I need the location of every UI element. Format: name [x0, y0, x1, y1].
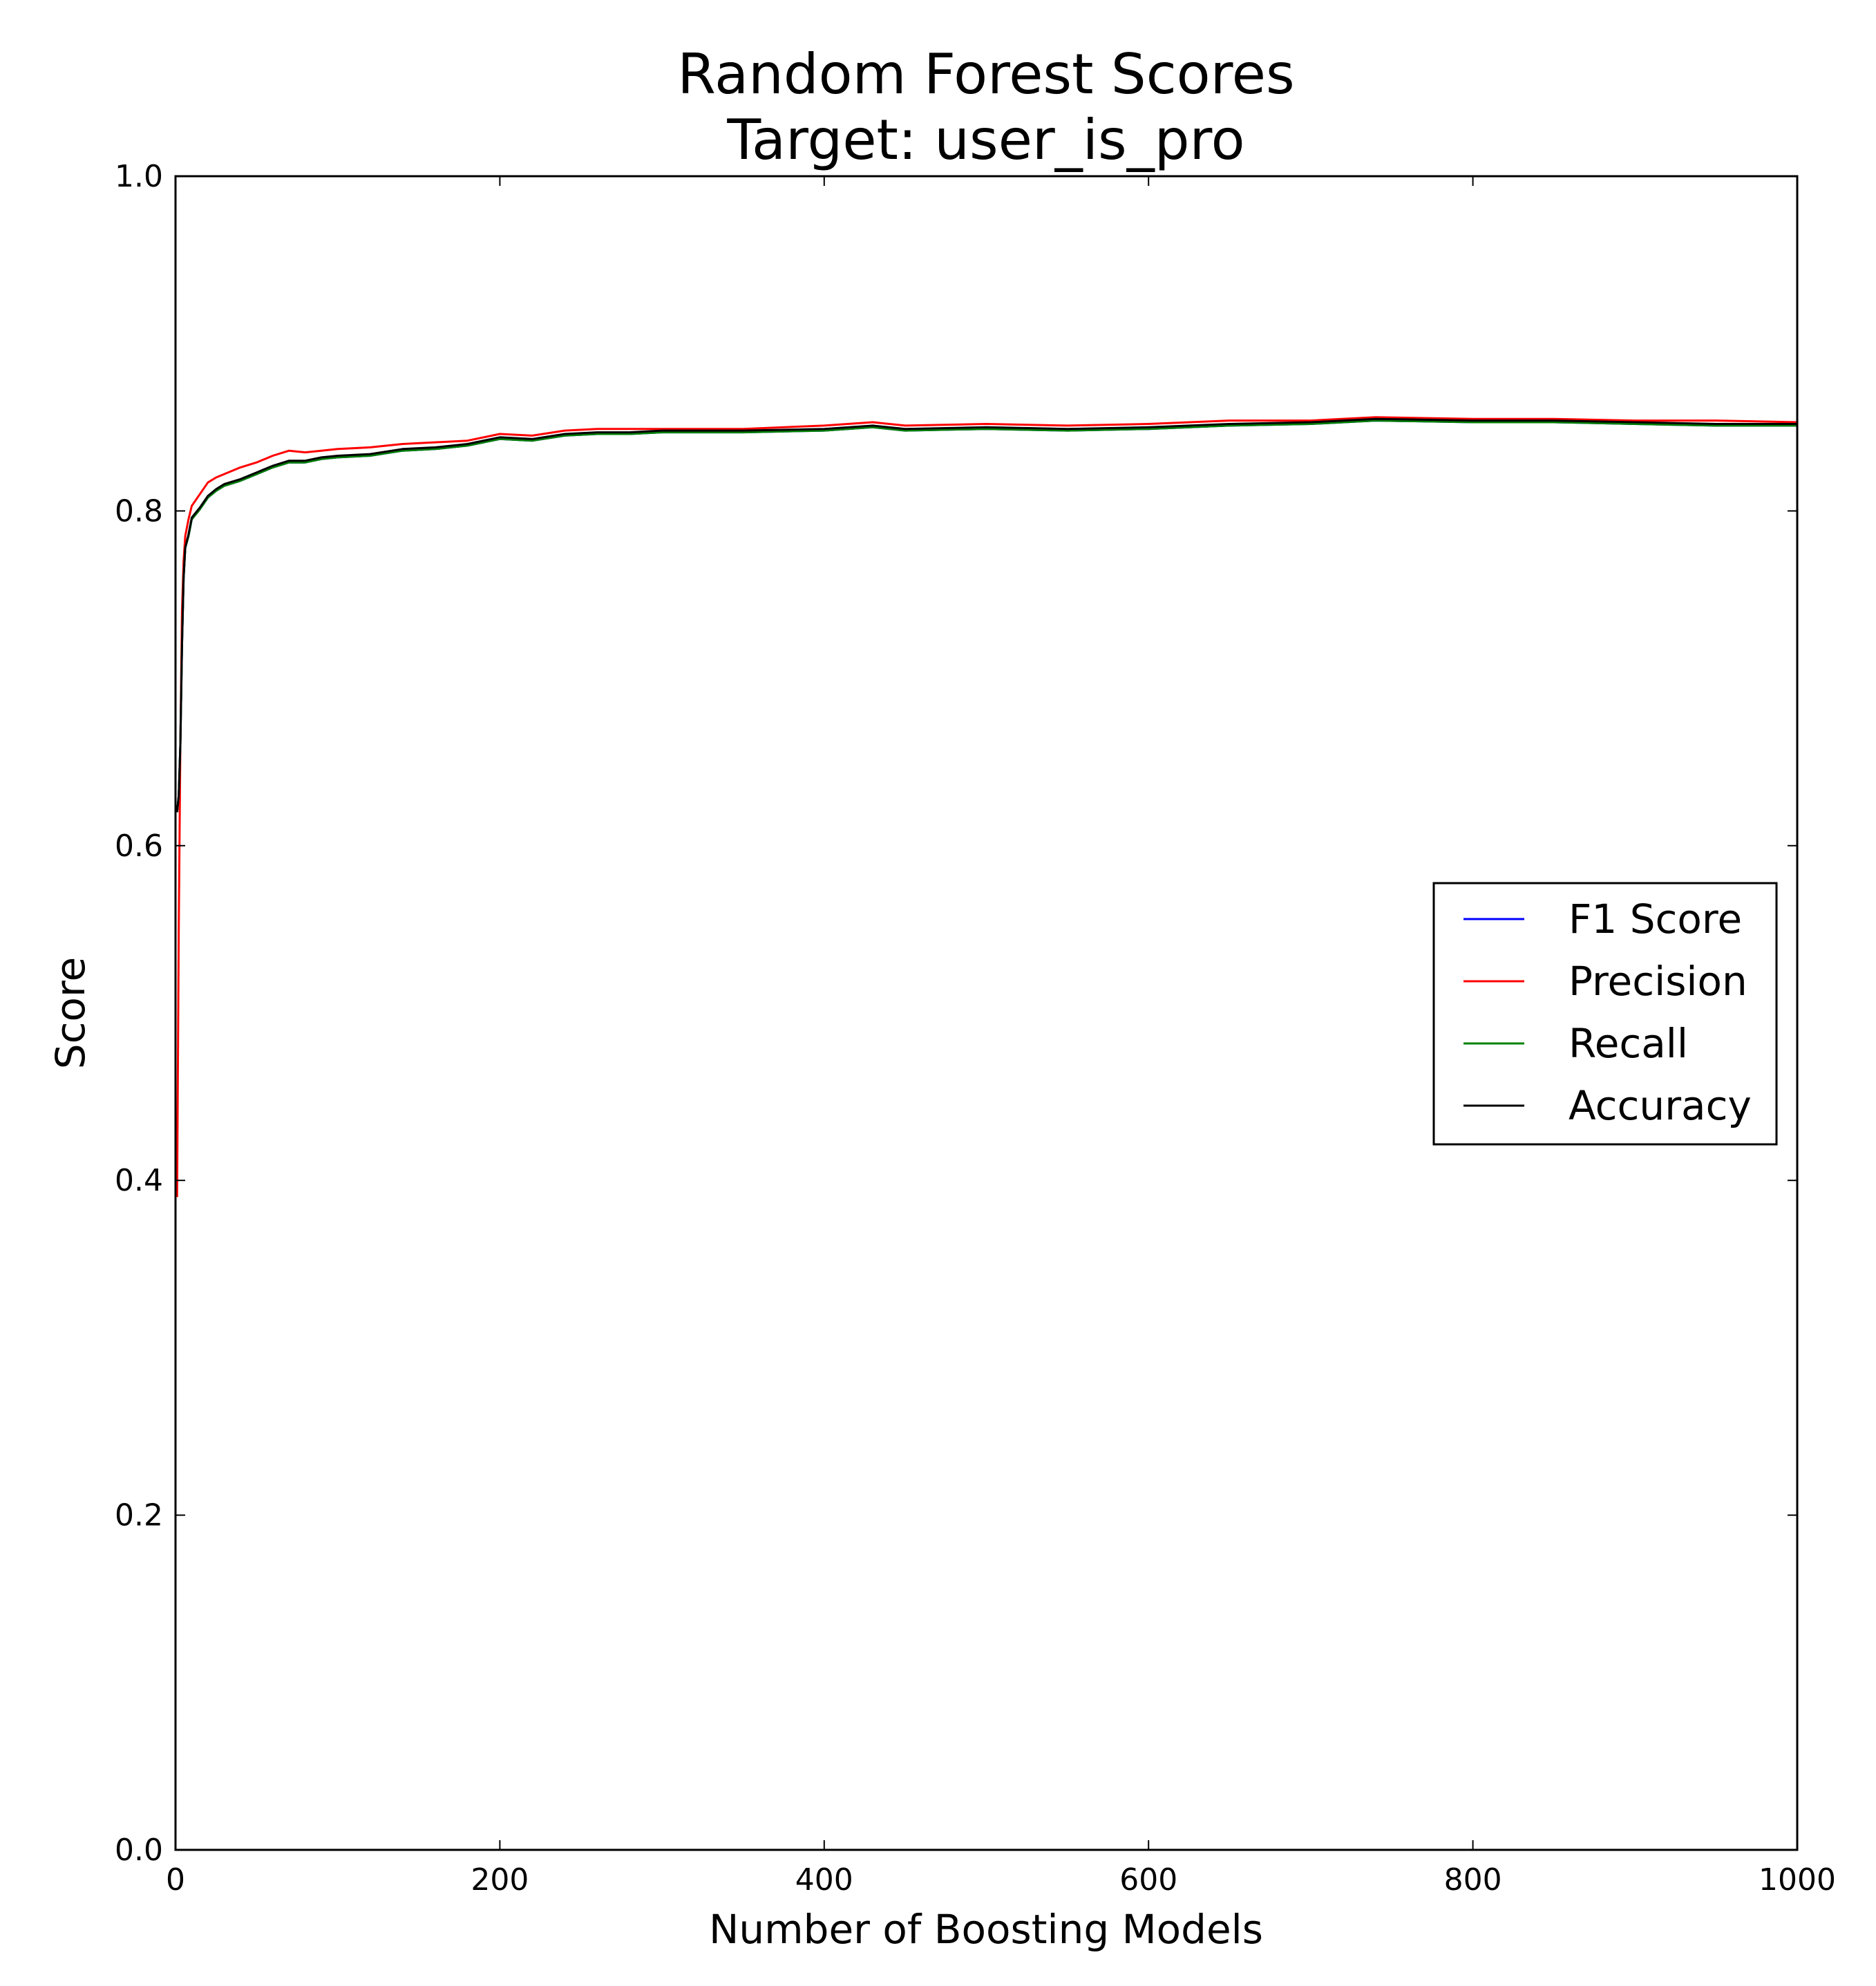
- legend-label-recall: Recall: [1569, 1020, 1688, 1067]
- plot-series-layer: [176, 416, 1798, 1198]
- series-line-precision: [176, 416, 1798, 1198]
- legend-label-accuracy: Accuracy: [1569, 1082, 1752, 1129]
- x-tick-label: 400: [795, 1862, 853, 1898]
- legend: F1 Score Precision Recall Accuracy: [1432, 882, 1778, 1146]
- y-tick-label: 0.2: [115, 1498, 163, 1533]
- legend-label-f1-score: F1 Score: [1569, 896, 1742, 943]
- y-tick-label: 1.0: [115, 159, 163, 194]
- legend-entries: F1 Score Precision Recall Accuracy: [1463, 896, 1752, 1129]
- y-tick-label: 0.4: [115, 1163, 163, 1198]
- y-axis-title: Score: [47, 957, 94, 1069]
- y-tick-label: 0.0: [115, 1833, 163, 1868]
- x-tick-label: 200: [471, 1862, 529, 1898]
- legend-frame: [1432, 882, 1778, 1146]
- y-tick-label: 0.6: [115, 829, 163, 864]
- plot-area-frame: [174, 175, 1799, 1851]
- x-axis-title: Number of Boosting Models: [709, 1906, 1263, 1953]
- legend-label-precision: Precision: [1569, 958, 1747, 1005]
- x-tick-label: 800: [1444, 1862, 1502, 1898]
- y-tick-label: 0.8: [115, 493, 163, 529]
- series-line-accuracy: [176, 417, 1797, 813]
- series-line-recall: [176, 419, 1797, 813]
- x-tick-label: 1000: [1759, 1862, 1836, 1898]
- chart-title: Random Forest Scores: [677, 42, 1294, 106]
- chart-subtitle: Target: user_is_pro: [726, 108, 1244, 172]
- axis-ticks-layer: 0 200 400 600 800 1000 0.0 0.2 0.4 0.6 0.8 1.0: [115, 159, 1836, 1898]
- x-tick-label: 600: [1119, 1862, 1177, 1898]
- x-tick-label: 0: [166, 1862, 185, 1898]
